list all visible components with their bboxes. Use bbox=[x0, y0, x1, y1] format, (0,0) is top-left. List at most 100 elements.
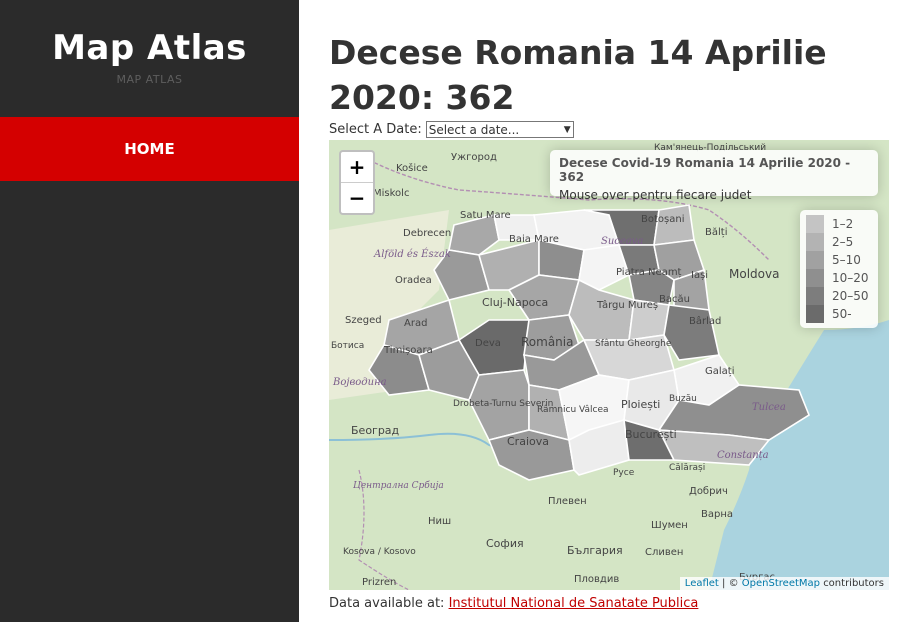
romania-counties bbox=[368, 204, 810, 481]
label-dob: Добрич bbox=[689, 486, 728, 497]
label-bal: Bălți bbox=[705, 227, 727, 238]
source-link[interactable]: Institutul National de Sanatate Publica bbox=[448, 596, 699, 611]
legend-item: 2–5 bbox=[806, 233, 872, 251]
brand-subtitle: MAP ATLAS bbox=[116, 73, 183, 86]
label-nis: Ниш bbox=[428, 516, 451, 527]
county-calarasi[interactable] bbox=[657, 429, 771, 466]
label-bar: Bârlad bbox=[689, 315, 721, 327]
black-sea bbox=[709, 320, 889, 590]
county-bacau[interactable] bbox=[628, 269, 675, 306]
label-tar: Târgu Mureș bbox=[596, 299, 658, 311]
legend-swatch bbox=[806, 215, 824, 233]
dropdown-arrow-icon: ▼ bbox=[563, 124, 571, 135]
legend-label: 2–5 bbox=[832, 235, 854, 249]
leaflet-link[interactable]: Leaflet bbox=[684, 578, 719, 589]
label-tim: Timișoara bbox=[383, 345, 433, 356]
label-bts: Ботиса bbox=[331, 341, 364, 351]
label-buz: Buzău bbox=[669, 394, 697, 404]
label-sze: Szeged bbox=[345, 315, 382, 326]
border-north bbox=[368, 159, 770, 261]
osm-link[interactable]: OpenStreetMap bbox=[741, 578, 820, 589]
label-dro: Drobeta-Turnu Severin bbox=[453, 399, 553, 409]
legend-item: 1–2 bbox=[806, 215, 872, 233]
label-con: Constanța bbox=[717, 450, 769, 461]
label-sli: Сливен bbox=[645, 547, 683, 558]
label-kos: Košice bbox=[396, 162, 428, 174]
label-bac: Bacău bbox=[659, 294, 690, 305]
label-shu: Шумен bbox=[651, 520, 688, 531]
label-cen: Централна Србија bbox=[353, 480, 444, 491]
label-cra: Craiova bbox=[507, 435, 549, 448]
label-ram: Râmnicu Vâlcea bbox=[537, 405, 609, 415]
legend-swatch bbox=[806, 233, 824, 251]
label-ple: Плевен bbox=[548, 496, 587, 507]
label-deb: Debrecen bbox=[403, 228, 451, 239]
info-box: Decese Covid-19 Romania 14 Aprilie 2020 … bbox=[550, 150, 878, 202]
county-timis[interactable] bbox=[368, 344, 431, 396]
label-suc: Suceava bbox=[601, 236, 643, 247]
label-ora: Oradea bbox=[395, 275, 432, 286]
map-canvas[interactable]: Ужгород Košice Miskolc Satu Mare Baia Ma… bbox=[329, 140, 889, 590]
label-pri: Prizren bbox=[362, 577, 396, 588]
legend-swatch bbox=[806, 305, 824, 323]
label-ara: Arad bbox=[404, 318, 427, 329]
label-sat: Satu Mare bbox=[460, 210, 511, 221]
legend-item: 50- bbox=[806, 305, 872, 323]
map-attribution: Leaflet | © OpenStreetMap contributors bbox=[679, 577, 889, 590]
date-label: Select A Date: bbox=[329, 122, 422, 137]
label-voj: Војводина bbox=[332, 377, 387, 388]
label-pia: Piatra Neamț bbox=[616, 267, 682, 278]
legend-item: 20–50 bbox=[806, 287, 872, 305]
zoom-in-button[interactable]: + bbox=[348, 155, 366, 179]
legend-item: 10–20 bbox=[806, 269, 872, 287]
sidebar: Map Atlas MAP ATLAS HOME bbox=[0, 0, 299, 622]
label-ias: Iași bbox=[691, 270, 708, 281]
date-selector-row: Select A Date: Select a date... ▼ bbox=[329, 121, 574, 138]
label-kam: Кам'янець-Подільський bbox=[654, 143, 766, 153]
label-ksv: Kosova / Kosovo bbox=[343, 547, 416, 557]
county-mures[interactable] bbox=[578, 244, 630, 291]
label-bai: Baia Mare bbox=[509, 234, 559, 245]
map-container[interactable]: Ужгород Košice Miskolc Satu Mare Baia Ma… bbox=[329, 140, 889, 590]
zoom-control: + − bbox=[339, 150, 375, 215]
label-sfg: Sfântu Gheorghe bbox=[595, 339, 672, 349]
legend-label: 10–20 bbox=[832, 271, 869, 285]
attribution-separator: | © bbox=[722, 578, 739, 589]
brand-title[interactable]: Map Atlas bbox=[52, 28, 247, 68]
label-mis: Miskolc bbox=[373, 188, 409, 199]
label-tul: Tulcea bbox=[752, 402, 786, 413]
label-clu: Cluj-Napoca bbox=[482, 296, 548, 309]
label-sof: София bbox=[486, 537, 524, 550]
label-plo: Ploiești bbox=[621, 398, 660, 411]
legend: 1–2 2–5 5–10 10–20 20–50 50- bbox=[800, 210, 878, 328]
county-botosani[interactable] bbox=[653, 204, 695, 246]
label-buc: București bbox=[625, 428, 677, 441]
county-satu-mare[interactable] bbox=[448, 214, 500, 256]
legend-label: 20–50 bbox=[832, 289, 869, 303]
label-bul: България bbox=[567, 544, 623, 557]
footer-prefix: Data available at: bbox=[329, 596, 445, 611]
county-galati[interactable] bbox=[663, 304, 720, 361]
info-title: Decese Covid-19 Romania 14 Aprilie 2020 … bbox=[559, 156, 851, 184]
label-cal: Călărași bbox=[669, 463, 705, 473]
zoom-out-button[interactable]: − bbox=[341, 182, 373, 213]
label-plv: Пловдив bbox=[574, 574, 619, 585]
date-select[interactable]: Select a date... ▼ bbox=[425, 121, 574, 138]
legend-swatch bbox=[806, 269, 824, 287]
label-rom: România bbox=[521, 335, 573, 349]
legend-label: 50- bbox=[832, 307, 852, 321]
label-rus: Русе bbox=[613, 468, 635, 478]
label-gal: Galați bbox=[705, 366, 734, 377]
label-ujg: Ужгород bbox=[451, 152, 497, 163]
legend-swatch bbox=[806, 287, 824, 305]
plain-area bbox=[329, 210, 449, 400]
county-bihor[interactable] bbox=[433, 249, 490, 301]
border-serbia bbox=[358, 469, 410, 590]
label-alf: Alföld és Észak bbox=[373, 248, 451, 260]
footer: Data available at: Institutul National d… bbox=[329, 596, 698, 611]
label-dev: Deva bbox=[475, 338, 501, 349]
date-select-value: Select a date... bbox=[428, 122, 520, 137]
label-beo: Београд bbox=[351, 424, 400, 437]
nav-home-link[interactable]: HOME bbox=[0, 117, 299, 181]
legend-item: 5–10 bbox=[806, 251, 872, 269]
